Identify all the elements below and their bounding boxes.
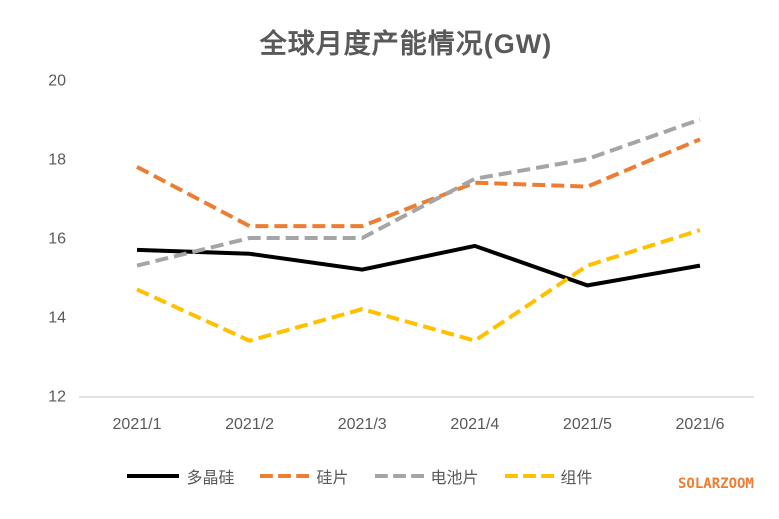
- legend-dashed-line-icon: [374, 474, 424, 478]
- x-axis-labels: 2021/1 2021/2 2021/3 2021/4 2021/5 2021/…: [113, 416, 725, 433]
- y-tick-label: 12: [48, 389, 66, 406]
- legend-item-cell: 电池片: [374, 464, 479, 488]
- legend-label: 多晶硅: [186, 470, 235, 487]
- series-lines: [136, 117, 701, 343]
- legend-item-module: 组件: [504, 464, 593, 488]
- legend-item-wafer: 硅片: [260, 464, 349, 488]
- legend-line-icon: [127, 474, 180, 478]
- series-line: [136, 228, 701, 343]
- watermark-solarzoom: SOLARZOOM: [678, 476, 754, 492]
- legend-label: 硅片: [316, 470, 349, 487]
- x-tick-label: 2021/5: [563, 416, 612, 433]
- legend-dashed-line-icon: [504, 474, 554, 478]
- y-tick-label: 20: [48, 73, 66, 90]
- y-tick-label: 16: [48, 231, 66, 248]
- series-line: [136, 117, 701, 268]
- y-tick-label: 14: [48, 310, 66, 327]
- legend: 多晶硅 硅片 电池片 组件: [0, 464, 720, 488]
- series-line: [136, 243, 701, 288]
- series-line: [136, 137, 701, 229]
- legend-item-polysilicon: 多晶硅: [127, 464, 234, 488]
- y-tick-label: 18: [48, 152, 66, 169]
- legend-label: 电池片: [430, 470, 479, 487]
- x-tick-label: 2021/6: [676, 416, 725, 433]
- x-tick-label: 2021/2: [225, 416, 274, 433]
- legend-label: 组件: [560, 470, 593, 487]
- legend-dashed-line-icon: [260, 474, 310, 478]
- x-tick-label: 2021/3: [338, 416, 387, 433]
- chart-title: 全球月度产能情况(GW): [259, 29, 553, 59]
- x-tick-label: 2021/4: [450, 416, 499, 433]
- y-axis-labels: 20 18 16 14 12: [48, 73, 66, 406]
- x-tick-label: 2021/1: [113, 416, 162, 433]
